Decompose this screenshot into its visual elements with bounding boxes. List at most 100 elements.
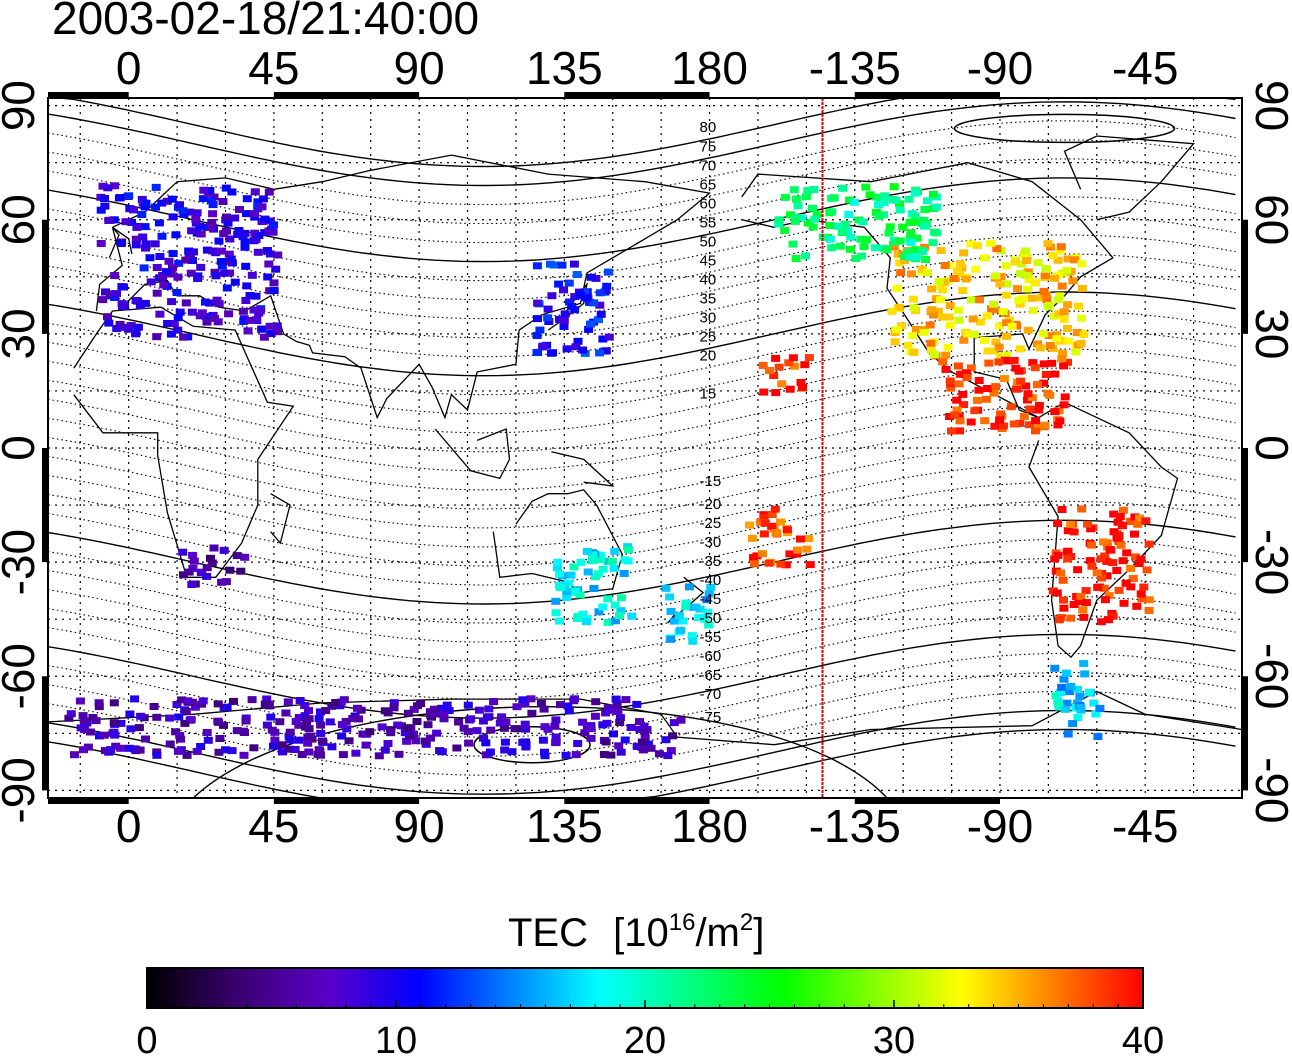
tec-cell [241,210,251,218]
tec-cell [973,242,982,250]
tec-cell [105,290,115,298]
tec-cell [1038,330,1048,338]
tec-cell [950,411,960,419]
tec-cell [116,240,126,247]
tec-cell [267,726,277,734]
tec-cell [940,262,950,269]
tec-cell [767,511,777,518]
tec-cell [239,317,249,325]
tec-cell [1077,260,1087,268]
tec-cell [1119,599,1129,607]
tec-cell [576,291,586,299]
tec-cell [771,389,781,397]
tec-cell [297,751,307,758]
tec-cell [313,750,323,758]
tec-cell [283,698,293,706]
tec-cell [88,714,98,721]
tec-cell [703,608,713,616]
tec-cell [124,192,134,200]
tec-cell [791,213,801,221]
tec-cell [569,563,579,571]
tec-cell [100,747,110,755]
contour-line [48,158,1236,244]
tec-cell [145,254,155,262]
tec-cell [851,255,861,262]
tec-cell [265,217,275,225]
tec-cell [1023,396,1032,404]
tec-cell [207,559,217,567]
tec-cell [665,593,675,601]
tec-cell [479,734,488,742]
tec-cell [776,518,785,526]
tec-cell [157,232,167,240]
tec-cell [383,740,393,747]
coastline-path [434,428,511,480]
tec-cell [1039,379,1049,387]
tec-cell [179,333,189,341]
tec-cell [177,696,187,704]
tec-cell [221,578,231,586]
tec-cell [1077,284,1087,292]
tec-cell [278,748,287,756]
tec-cell [1059,675,1069,683]
tec-cell [1043,302,1053,310]
contour-line [48,519,1236,605]
tec-cell [1063,527,1073,535]
tec-cell [995,280,1005,288]
tec-cell [532,332,542,339]
tec-cell [325,718,335,726]
tec-cell [214,237,224,245]
tec-cell [669,719,679,727]
tec-cell [133,323,143,331]
contour-line [48,500,1236,586]
tec-cell [780,193,790,201]
tec-cell [196,743,206,750]
tec-cell [959,401,969,409]
tec-cell [198,697,208,705]
tec-cell [966,418,976,426]
tec-cell [1077,314,1087,322]
tec-cell [767,522,777,530]
tec-cell [513,725,523,733]
tec-cell [285,736,295,744]
tec-cell [856,235,866,243]
tec-cell [936,296,946,304]
tec-cell [439,711,449,719]
tec-cell [1144,607,1154,614]
tec-cell [1040,272,1050,279]
tec-cell [1057,355,1067,363]
tec-cell [555,617,564,625]
tec-cell [203,736,213,744]
contour-label: -35 [700,553,722,570]
tec-cell [178,207,188,215]
tec-cell [285,728,295,736]
tec-cell [1091,710,1101,718]
tec-cell [1056,689,1066,696]
tec-cell [920,222,930,230]
tec-cell [791,195,801,203]
tec-cell [615,719,625,726]
tec-cell [563,702,573,710]
contour-label: 25 [700,328,717,345]
tec-cell [551,733,561,741]
tec-cell [610,601,620,609]
tec-cell [954,316,964,324]
tec-cell [1061,705,1071,713]
tec-cell [95,732,104,740]
tec-cell [791,255,801,262]
tec-cell [825,235,835,243]
tec-cell [891,196,901,204]
tec-cell [786,211,795,219]
tec-cell [139,264,149,272]
tec-cell [1016,377,1026,385]
tec-cell [472,727,482,735]
tec-cell [1079,613,1089,621]
tec-cell [1083,520,1093,528]
tec-cell [152,751,162,759]
tec-cell [1056,569,1066,577]
tec-cell [958,287,968,294]
colorbar-tick-label: 10 [375,1020,417,1057]
tec-cell [812,211,822,219]
tec-cell [571,751,581,759]
tec-cell [1063,555,1073,563]
